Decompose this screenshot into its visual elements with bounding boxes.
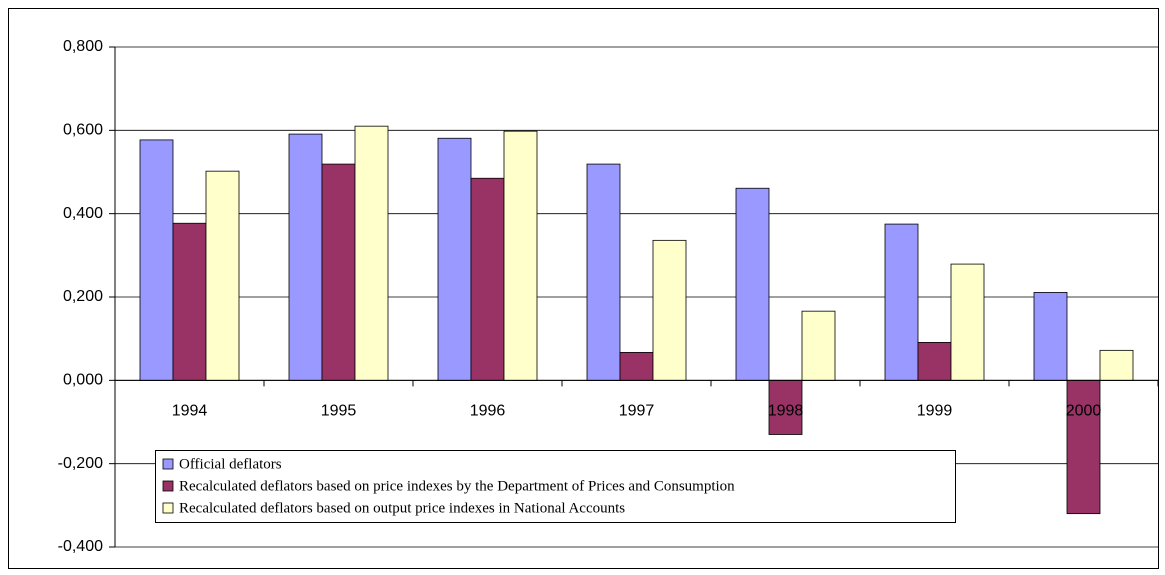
bar [1099,349,1134,381]
legend-label: Recalculated deflators based on output p… [179,500,625,516]
y-tick-label: -0,200 [58,455,103,472]
y-tick-label: 0,800 [63,38,103,55]
bar [321,163,356,381]
x-tick-label: 1994 [172,403,208,420]
y-tick-label: 0,200 [63,288,103,305]
bar [503,130,538,381]
bar [288,133,323,381]
bar [586,163,621,381]
bar [619,352,654,381]
bar [917,342,952,381]
bar [735,187,770,381]
legend-label: Recalculated deflators based on price in… [179,478,735,494]
x-tick-label: 1999 [917,403,953,420]
legend [155,450,956,523]
bar [437,137,472,381]
bar [1066,379,1101,515]
y-tick-label: 0,600 [63,122,103,139]
bar [205,170,240,381]
bar [354,125,389,381]
x-tick-label: 1997 [619,403,655,420]
legend-swatch [162,480,174,492]
x-tick-label: 1998 [768,403,804,420]
bar [652,239,687,381]
x-tick-label: 2000 [1066,403,1102,420]
x-tick-label: 1995 [321,403,357,420]
legend-label: Official deflators [179,456,282,472]
bar [172,222,207,381]
y-tick-label: 0,000 [63,372,103,389]
bar [470,177,505,381]
bar [950,263,985,381]
legend-swatch [162,458,174,470]
y-tick-label: 0,400 [63,205,103,222]
bar [1033,292,1068,381]
bar [884,223,919,381]
x-tick-label: 1996 [470,403,506,420]
y-tick-label: -0,400 [58,538,103,555]
bar [139,139,174,381]
bar [801,310,836,381]
bar [768,379,803,435]
legend-swatch [162,502,174,514]
